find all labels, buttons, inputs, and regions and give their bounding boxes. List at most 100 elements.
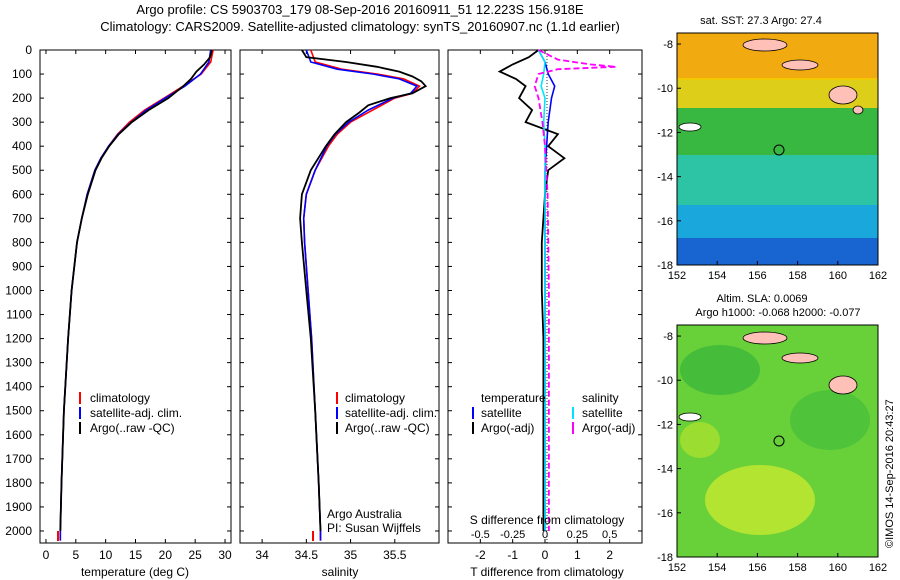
- lon-tick-label: 156: [748, 562, 766, 574]
- legend-label-temp-satellite: satellite: [481, 406, 522, 420]
- x-tick-label: 2: [606, 548, 613, 562]
- depth-tick-label: 1500: [5, 404, 32, 418]
- sst-map-frame: [676, 32, 879, 266]
- sla-map-frame: [676, 324, 879, 558]
- legend-label-satellite: satellite-adj. clim.: [90, 406, 182, 420]
- island-coast: [781, 59, 819, 71]
- salinity-axis-label: salinity: [322, 565, 359, 579]
- lat-tick-label: -10: [657, 375, 673, 387]
- lat-tick-label: -14: [657, 464, 673, 476]
- sst-teal-band: [677, 155, 878, 210]
- sst-cyan-band: [677, 205, 878, 240]
- depth-tick-label: 800: [12, 235, 32, 249]
- lon-tick-label: 158: [788, 562, 806, 574]
- depth-tick-label: 0: [25, 43, 32, 57]
- depth-tick-label: 600: [12, 187, 32, 201]
- credits-line1: Argo Australia: [327, 507, 402, 521]
- lat-tick-label: -12: [657, 127, 673, 139]
- bottom-map-title2: Argo h1000: -0.068 h2000: -0.077: [695, 307, 860, 319]
- series-line: [59, 49, 212, 541]
- island-coast: [852, 105, 864, 115]
- lat-tick-label: -12: [657, 419, 673, 431]
- x-tick-label: 10: [99, 548, 113, 562]
- x-tick-label: 15: [129, 548, 143, 562]
- t-difference-axis-label: T difference from climatology: [470, 565, 624, 579]
- depth-tick-label: 1900: [5, 500, 32, 514]
- salinity-panel-frame: [239, 49, 440, 544]
- lon-tick-label: 152: [668, 270, 686, 282]
- lon-tick-label: 160: [829, 562, 847, 574]
- sst-map: [676, 32, 879, 266]
- depth-tick-label: 400: [12, 139, 32, 153]
- series-line: [59, 49, 213, 532]
- legend-label-satellite: satellite-adj. clim.: [345, 406, 437, 420]
- depth-tick-label: 200: [12, 91, 32, 105]
- legend-label-climatology: climatology: [345, 391, 405, 405]
- x-tick-label: 1: [574, 548, 581, 562]
- x-tick-label: 34.5: [295, 548, 319, 562]
- island-coast: [781, 352, 819, 364]
- depth-tick-label: 1700: [5, 452, 32, 466]
- imos-watermark: ©IMOS 14-Sep-2016 20:43:27: [884, 399, 896, 548]
- series-line: [299, 49, 428, 532]
- s-difference-axis-label: S difference from climatology: [470, 513, 625, 527]
- temperature-axis-label: temperature (deg C): [81, 565, 189, 579]
- depth-tick-label: 500: [12, 163, 32, 177]
- lon-tick-label: 154: [708, 270, 726, 282]
- s-diff-tick-label: 0.25: [567, 529, 588, 541]
- depth-tick-label: 100: [12, 67, 32, 81]
- lon-tick-label: 162: [869, 270, 887, 282]
- depth-tick-label: 1800: [5, 476, 32, 490]
- legend-label-argo: Argo(..raw -QC): [345, 421, 430, 435]
- sla-map-axes: 152 154 156 158 160 162 -8 -10 -12 -14 -16 -18: [657, 331, 887, 574]
- sst-blue-band: [677, 238, 878, 265]
- difference-legend: temperature salinity satellite Argo(-adj…: [472, 391, 635, 435]
- lat-tick-label: -16: [657, 508, 673, 520]
- depth-tick-label: 2000: [5, 524, 32, 538]
- lon-tick-label: 162: [869, 562, 887, 574]
- sst-map-axes: 152 154 156 158 160 162 -8 -10 -12 -14 -16 -18: [657, 39, 887, 282]
- x-tick-label: 35: [344, 548, 358, 562]
- argo-float-location-marker: [773, 435, 785, 447]
- x-tick-label: 0: [43, 548, 50, 562]
- s-diff-tick-label: 0.5: [602, 529, 617, 541]
- credits-line2: PI: Susan Wijffels: [327, 521, 421, 535]
- series-line: [302, 49, 419, 541]
- salinity-chart-layer: 34 34.5 35 35.5: [255, 49, 428, 562]
- depth-tick-label: 1300: [5, 356, 32, 370]
- island-coast: [828, 375, 858, 395]
- lon-tick-label: 152: [668, 562, 686, 574]
- lon-tick-label: 160: [829, 270, 847, 282]
- legend-label-argo: Argo(..raw -QC): [90, 421, 175, 435]
- temperature-legend: climatology satellite-adj. clim. Argo(..…: [79, 391, 182, 435]
- temperature-chart-layer: 0 5 10 15 20 25 30: [43, 49, 232, 562]
- lat-tick-label: -8: [663, 39, 673, 51]
- x-tick-label: 0: [542, 548, 549, 562]
- bottom-map-title1: Altim. SLA: 0.0069: [716, 293, 807, 305]
- lon-tick-label: 154: [708, 562, 726, 574]
- island-coast: [742, 38, 788, 52]
- lon-tick-label: 156: [748, 270, 766, 282]
- sla-anomaly-low: [790, 390, 870, 450]
- lat-tick-label: -14: [657, 172, 673, 184]
- difference-chart-layer: -2 -1 0 1 2 -0.5 -0.25 0 0.25 0.5: [471, 49, 617, 562]
- sla-anomaly-high: [705, 465, 815, 535]
- x-tick-label: 34: [255, 548, 269, 562]
- sla-anomaly-low: [680, 345, 760, 395]
- island-coast: [678, 412, 702, 422]
- depth-tick-label: 1200: [5, 332, 32, 346]
- series-line: [59, 49, 214, 541]
- salinity-legend: climatology satellite-adj. clim. Argo(..…: [336, 391, 437, 435]
- series-line: [302, 49, 421, 541]
- lat-tick-label: -16: [657, 216, 673, 228]
- depth-tick-label: 1400: [5, 380, 32, 394]
- sst-green-band: [677, 108, 878, 158]
- island-coast: [742, 331, 788, 345]
- argo-float-location-marker: [773, 144, 785, 156]
- x-tick-label: -2: [475, 548, 486, 562]
- s-diff-tick-label: 0: [542, 529, 548, 541]
- depth-tick-label: 900: [12, 259, 32, 273]
- depth-tick-label: 1600: [5, 428, 32, 442]
- depth-tick-label: 700: [12, 211, 32, 225]
